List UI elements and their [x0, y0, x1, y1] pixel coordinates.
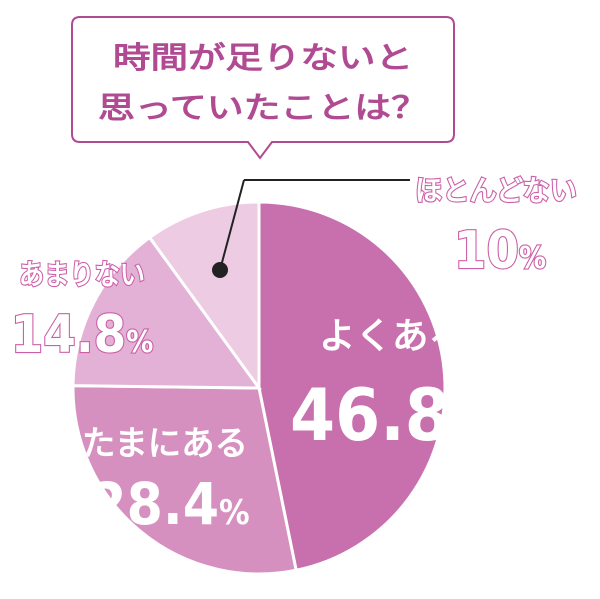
slice-label-yokuaru-name: よくある — [319, 316, 465, 357]
slice-label-amarinai-value: 14.8% — [11, 305, 153, 365]
leader-line — [219, 179, 245, 271]
slice-label-hotondonai: ほとんどない 10% — [414, 173, 578, 282]
slice-label-hotondonai-name: ほとんどない — [415, 174, 577, 207]
slice-label-amarinai-unit: % — [126, 325, 153, 360]
slice-label-yokuaru: よくある 46.8% — [290, 316, 486, 457]
slice-amarinai — [71, 235, 262, 390]
slice-label-hotondonai-value: 10% — [454, 221, 546, 281]
slice-label-amarinai: あまりない 14.8% — [10, 257, 155, 366]
pie-slices — [71, 200, 447, 576]
slice-label-tamaniaru-name: たまにある — [82, 424, 248, 464]
title-bubble-shape — [71, 16, 455, 160]
title-bubble: 時間が足りないと 思っていたことは？ — [71, 16, 455, 160]
slice-label-yokuaru-number: 46.8 — [290, 373, 450, 457]
slice-hotondonai — [147, 200, 261, 393]
slice-label-hotondonai-unit: % — [519, 241, 546, 276]
chart-title-line-2: 思っていたことは？ — [98, 91, 428, 126]
slice-label-hotondonai-number: 10 — [454, 221, 519, 281]
slice-label-tamaniaru-value: 28.4% — [90, 470, 249, 538]
slice-label-amarinai-name: あまりない — [19, 258, 145, 291]
slice-label-tamaniaru-unit: % — [219, 493, 250, 533]
chart-title-line-1: 時間が足りないと — [113, 41, 413, 76]
slice-label-tamaniaru: たまにある 28.4% — [82, 424, 250, 538]
leader-dot — [212, 262, 228, 278]
slice-yokuaru — [257, 200, 447, 573]
slice-label-tamaniaru-number: 28.4 — [90, 470, 219, 538]
leader-line-hotondonai — [212, 179, 410, 278]
slice-label-yokuaru-unit: % — [450, 404, 486, 450]
slice-tamaniaru — [71, 384, 298, 576]
slice-label-amarinai-number: 14.8 — [11, 305, 126, 365]
slice-label-yokuaru-value: 46.8% — [290, 373, 486, 457]
